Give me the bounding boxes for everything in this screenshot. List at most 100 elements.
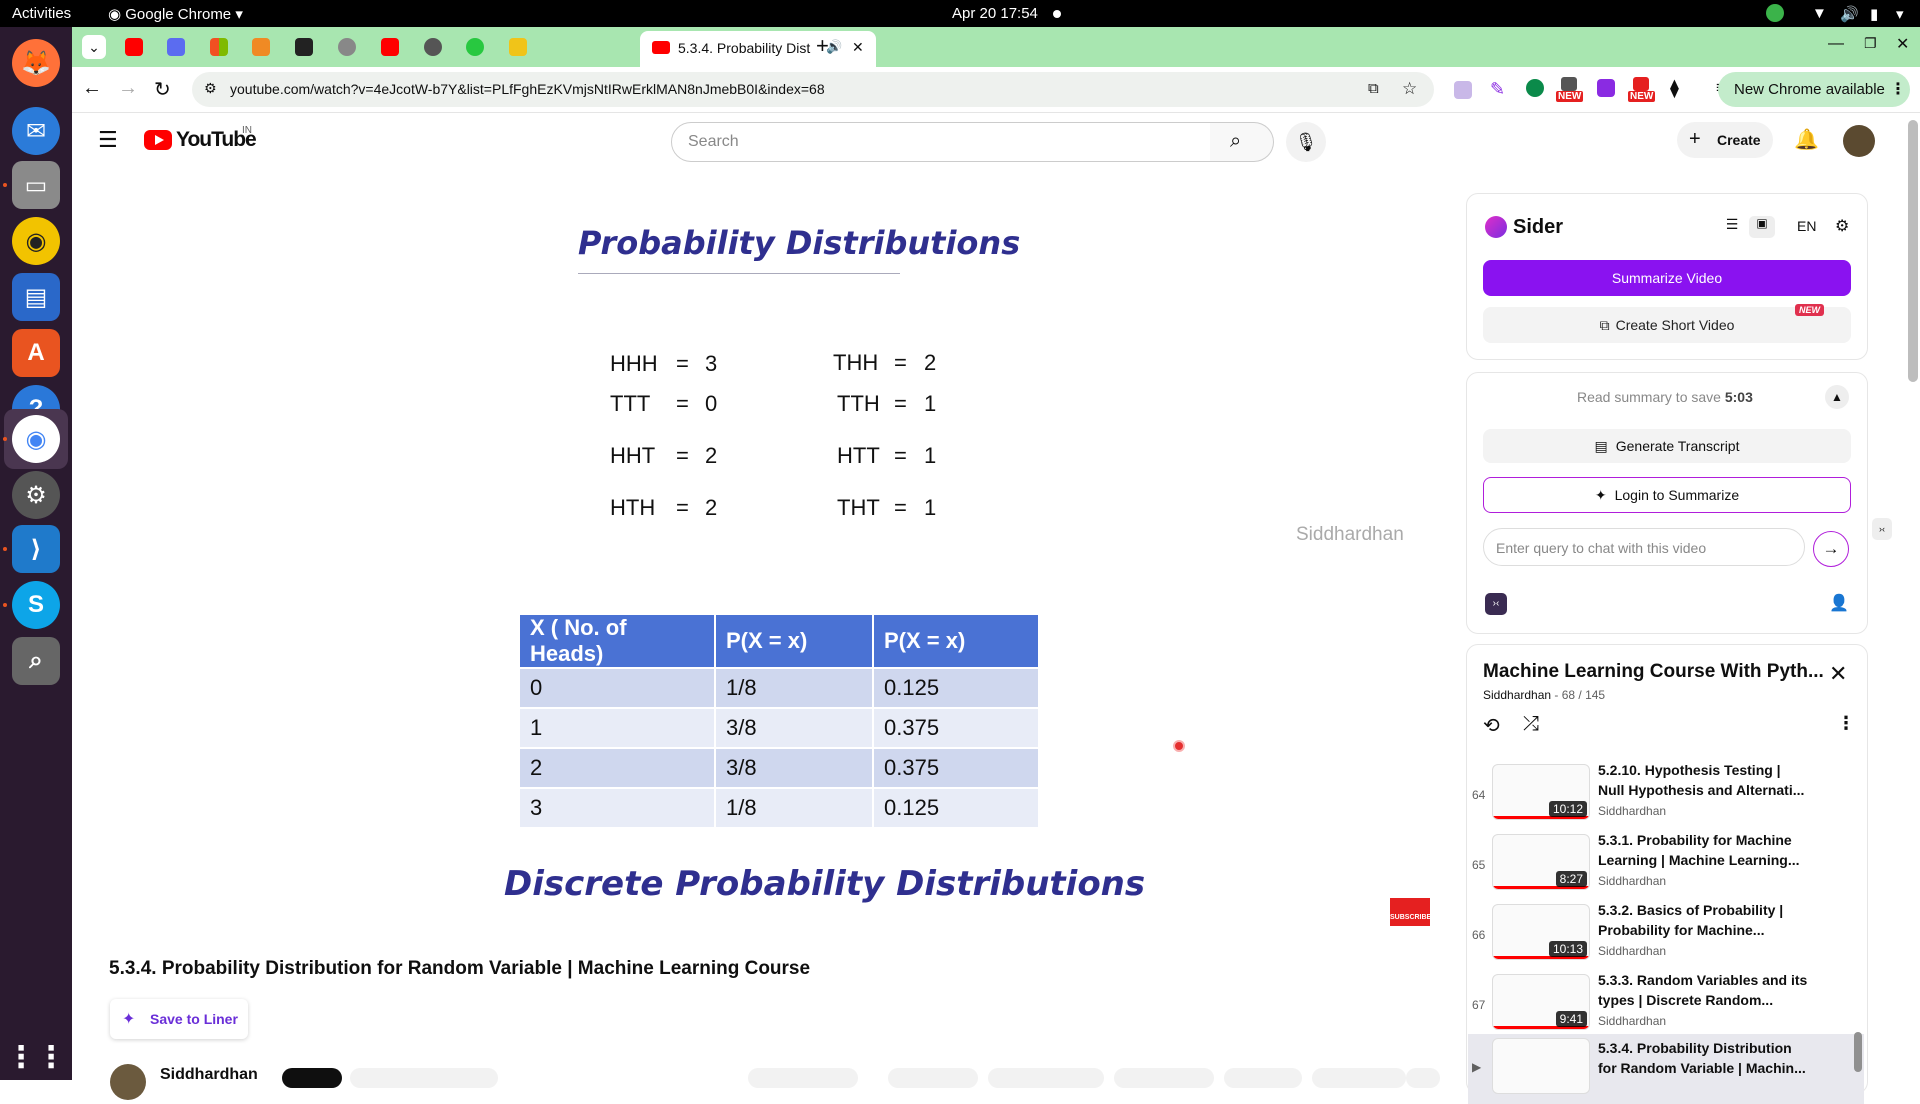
youtube-logo-text[interactable]: YouTube <box>176 128 257 151</box>
install-app-icon[interactable]: ⧉ <box>1368 80 1379 97</box>
collapse-chevron-icon[interactable]: ▲ <box>1825 385 1849 409</box>
tab-docs-icon[interactable] <box>167 38 185 56</box>
subtitle-view-icon[interactable]: ▣ <box>1749 216 1775 238</box>
playlist-thumbnail[interactable]: 10:13 <box>1492 904 1590 960</box>
account-avatar[interactable] <box>1843 125 1875 157</box>
chrome-menu-icon[interactable]: ⋮ <box>1890 81 1906 98</box>
channel-name[interactable]: Siddhardhan <box>160 1066 258 1083</box>
tab-youtube-icon[interactable] <box>125 38 143 56</box>
reload-icon[interactable]: ↻ <box>154 79 171 101</box>
search-button[interactable]: ⌕ <box>1210 122 1274 162</box>
save-button[interactable] <box>1312 1068 1406 1088</box>
audio-playing-icon[interactable]: 🔊 <box>826 39 843 54</box>
url-text[interactable]: youtube.com/watch?v=4eJcotW-b7Y&list=PLf… <box>230 81 825 97</box>
playlist-item-title[interactable]: 5.3.1. Probability for Machine Learning … <box>1598 832 1800 868</box>
skype-icon[interactable]: S <box>12 581 60 629</box>
activities-button[interactable]: Activities <box>12 5 72 22</box>
search-input[interactable]: Search <box>671 122 1211 162</box>
subscribe-watermark-icon[interactable]: SUBSCRIBE <box>1390 898 1431 926</box>
list-view-icon[interactable]: ☰ <box>1725 216 1739 232</box>
tab-search-icon[interactable]: ⌄ <box>82 35 106 59</box>
volume-icon[interactable]: 🔊 <box>1840 6 1859 23</box>
youtube-logo-icon[interactable] <box>144 130 172 150</box>
sider-float-icon[interactable]: ›‹ <box>1872 518 1892 540</box>
playlist-item-title[interactable]: 5.3.2. Basics of Probability | Probabili… <box>1598 902 1784 938</box>
screenshot-icon[interactable]: ⌕ <box>12 637 60 685</box>
chat-query-input[interactable]: Enter query to chat with this video <box>1483 528 1805 566</box>
playlist-item-title[interactable]: 5.2.10. Hypothesis Testing | Null Hypoth… <box>1598 762 1805 798</box>
tab-openai-icon[interactable] <box>424 38 442 56</box>
new-chrome-available-button[interactable]: New Chrome available ⋮ <box>1718 72 1910 107</box>
app-center-icon[interactable]: A <box>12 329 60 377</box>
generate-transcript-button[interactable]: ▤ Generate Transcript <box>1483 429 1851 463</box>
user-profile-icon[interactable]: 👤 <box>1829 595 1849 612</box>
like-dislike-button[interactable] <box>748 1068 858 1088</box>
language-selector[interactable]: EN <box>1797 218 1817 234</box>
save-to-liner-button[interactable]: ✦ Save to Liner <box>110 999 248 1039</box>
download-button[interactable] <box>988 1068 1104 1088</box>
extensions-puzzle-icon[interactable]: ⧫ <box>1670 78 1679 98</box>
loop-icon[interactable]: ⟲ <box>1483 715 1500 737</box>
update-indicator-icon[interactable] <box>1766 4 1784 22</box>
extension-grammarly-icon[interactable] <box>1526 79 1544 97</box>
new-tab-button[interactable]: + <box>816 33 829 58</box>
clip-button[interactable] <box>1224 1068 1302 1088</box>
app-menu[interactable]: ◉ Google Chrome ▾ <box>108 6 243 23</box>
thanks-button[interactable] <box>1114 1068 1214 1088</box>
video-player[interactable]: Probability Distributions HHH = 3 TTT = … <box>108 169 1452 929</box>
system-menu-icon[interactable]: ▾ <box>1896 6 1904 23</box>
extension-new-1-icon[interactable]: NEW <box>1556 77 1584 103</box>
minimize-icon[interactable]: — <box>1828 35 1844 52</box>
sider-settings-icon[interactable]: ⚙ <box>1835 218 1850 235</box>
playlist-close-icon[interactable]: ✕ <box>1829 661 1848 686</box>
playlist-item-title[interactable]: 5.3.4. Probability Distribution for Rand… <box>1598 1040 1806 1076</box>
tab-microsoft-icon[interactable] <box>210 38 228 56</box>
maximize-icon[interactable]: ❐ <box>1864 35 1877 51</box>
playlist-scrollbar[interactable] <box>1854 1032 1862 1072</box>
vscode-icon[interactable]: ⟩ <box>12 525 60 573</box>
address-bar[interactable]: ⚙ youtube.com/watch?v=4eJcotW-b7Y&list=P… <box>192 72 1434 107</box>
playlist-item[interactable]: 67 9:41 5.3.3. Random Variables and its … <box>1468 970 1864 1040</box>
tab-active[interactable]: 5.3.4. Probability Dist 🔊 ✕ <box>640 31 876 67</box>
tab-globe-icon[interactable] <box>338 38 356 56</box>
shuffle-icon[interactable]: ⤮ <box>1523 713 1539 735</box>
settings-icon[interactable]: ⚙ <box>12 471 60 519</box>
tab-package-icon[interactable] <box>252 38 270 56</box>
playlist-item[interactable]: 64 10:12 5.2.10. Hypothesis Testing | Nu… <box>1468 760 1864 830</box>
hamburger-menu-icon[interactable]: ☰ <box>98 127 118 152</box>
join-button[interactable] <box>282 1068 342 1088</box>
rhythmbox-icon[interactable]: ◉ <box>12 217 60 265</box>
share-button[interactable] <box>888 1068 978 1088</box>
writer-icon[interactable]: ▤ <box>12 273 60 321</box>
login-to-summarize-button[interactable]: ✦ Login to Summarize <box>1483 477 1851 513</box>
playlist-thumbnail[interactable]: 8:27 <box>1492 834 1590 890</box>
sider-widget-icon[interactable]: ›‹ <box>1485 593 1507 615</box>
more-actions-button[interactable] <box>1406 1068 1440 1088</box>
wifi-icon[interactable]: ▼ <box>1812 5 1827 22</box>
create-button[interactable]: + Create <box>1677 122 1773 158</box>
playlist-thumbnail[interactable]: 10:12 <box>1492 764 1590 820</box>
battery-icon[interactable]: ▮ <box>1870 6 1879 23</box>
tab-colab-icon[interactable] <box>509 38 527 56</box>
show-apps-icon[interactable]: ⋮⋮ <box>6 1040 66 1074</box>
files-icon[interactable]: ▭ <box>12 161 60 209</box>
extension-purple-icon[interactable] <box>1597 79 1615 97</box>
playlist-title[interactable]: Machine Learning Course With Pyth... <box>1483 661 1824 682</box>
tab-spotify-icon[interactable] <box>466 38 484 56</box>
tab-aws-icon[interactable] <box>295 38 313 56</box>
playlist-item-title[interactable]: 5.3.3. Random Variables and its types | … <box>1598 972 1808 1008</box>
firefox-icon[interactable]: 🦊 <box>12 39 60 87</box>
bookmark-star-icon[interactable]: ☆ <box>1402 79 1418 98</box>
voice-search-icon[interactable]: 🎙 <box>1286 122 1326 162</box>
create-short-video-button[interactable]: ⧉ Create Short Video <box>1483 307 1851 343</box>
playlist-item[interactable]: 66 10:13 5.3.2. Basics of Probability | … <box>1468 900 1864 970</box>
playlist-thumbnail[interactable] <box>1492 1038 1590 1094</box>
channel-avatar[interactable] <box>110 1064 146 1100</box>
subscribe-button[interactable] <box>350 1068 498 1088</box>
playlist-more-icon[interactable]: ⋮ <box>1837 713 1855 733</box>
extension-pen-icon[interactable]: ✎ <box>1490 79 1506 99</box>
notifications-bell-icon[interactable]: 🔔 <box>1794 129 1819 151</box>
thunderbird-icon[interactable]: ✉ <box>12 107 60 155</box>
playlist-item-current[interactable]: ▶ 5.3.4. Probability Distribution for Ra… <box>1468 1034 1864 1104</box>
playlist-channel[interactable]: Siddhardhan <box>1483 688 1552 702</box>
